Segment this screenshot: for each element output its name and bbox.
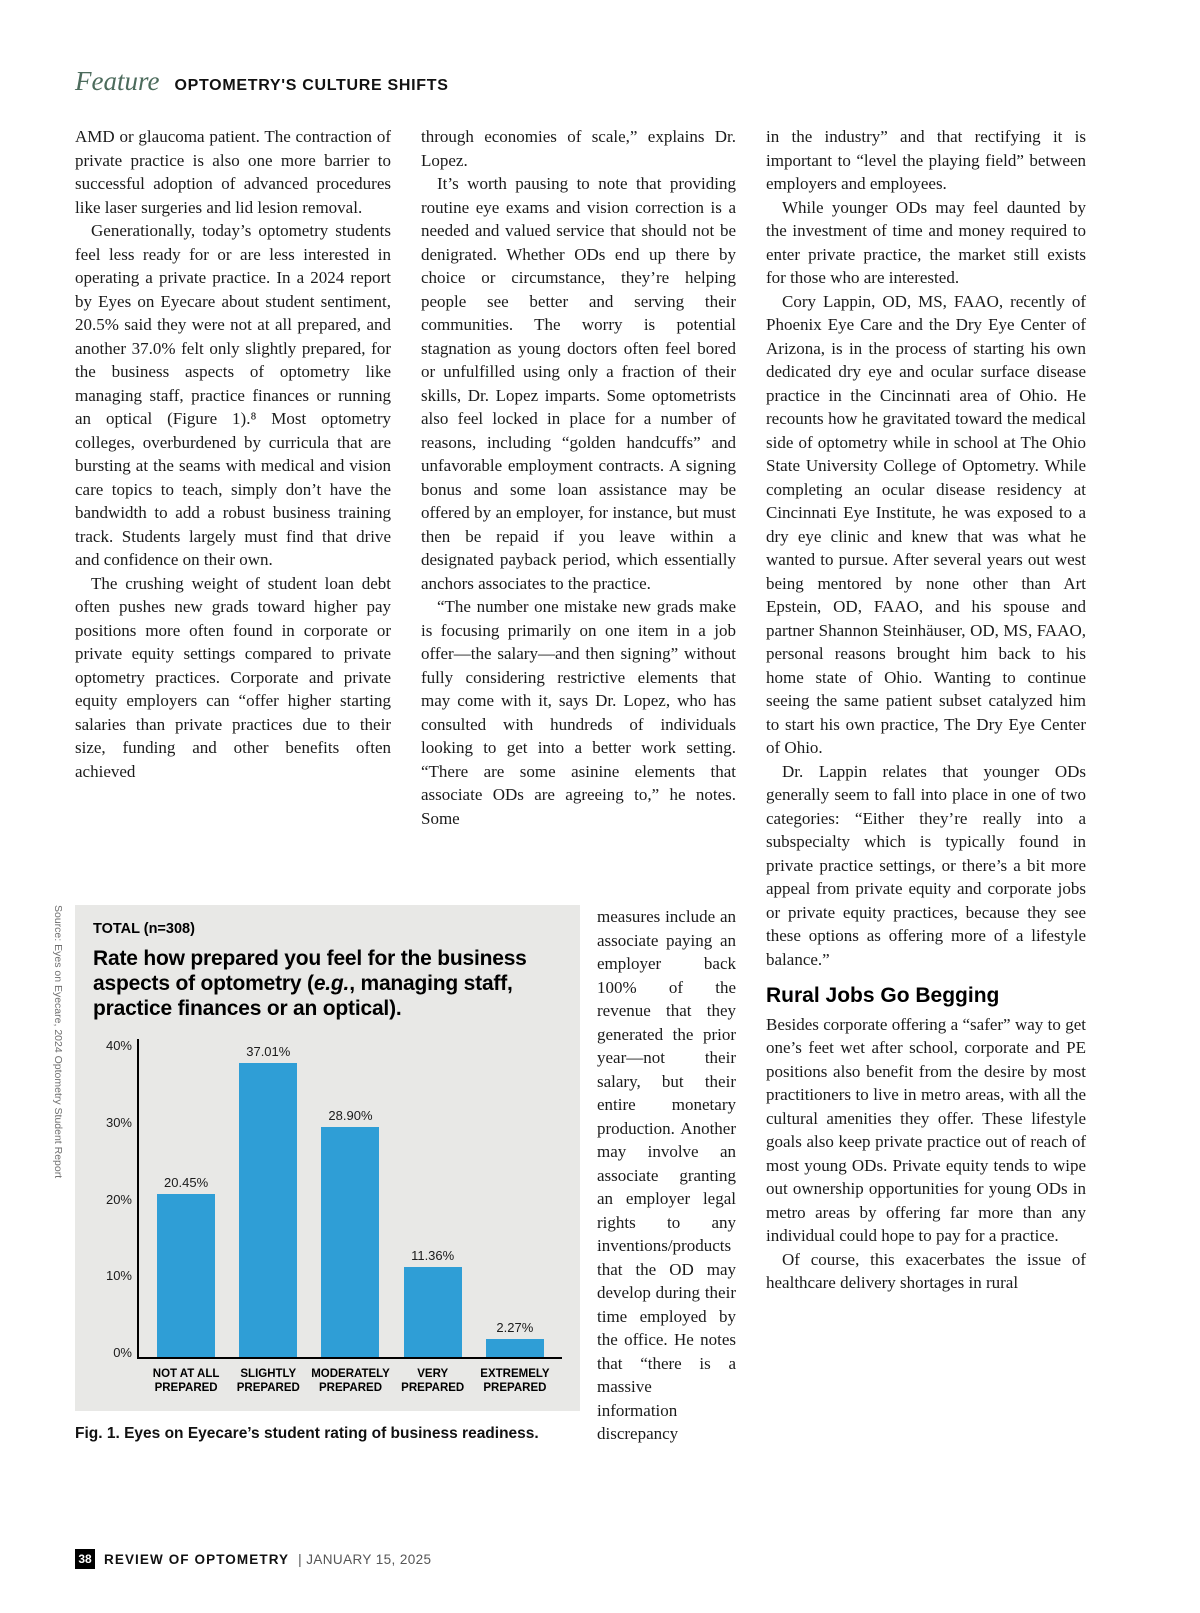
- column-2: through economies of scale,” explains Dr…: [421, 125, 736, 830]
- bar-not-at-all-prepared: [157, 1194, 216, 1357]
- body-paragraph: Generationally, today’s optometry studen…: [75, 221, 391, 569]
- chart-title: Rate how prepared you feel for the busin…: [93, 946, 562, 1021]
- bar-value-label: 11.36%: [411, 1247, 455, 1263]
- bar-moderately-prepared: [321, 1127, 380, 1357]
- body-paragraph: Dr. Lappin relates that younger ODs gene…: [766, 761, 1086, 969]
- bar-group: 2.27%: [485, 1039, 544, 1357]
- bar-value-label: 28.90%: [328, 1108, 373, 1124]
- bar-extremely-prepared: [485, 1338, 544, 1357]
- magazine-name: REVIEW OF OPTOMETRY: [104, 1551, 290, 1567]
- chart-y-axis: 40% 30% 20% 10% 0%: [93, 1039, 137, 1359]
- chart-plot: 40% 30% 20% 10% 0% 20.45% 37.01%: [93, 1039, 562, 1359]
- bar-group: 28.90%: [321, 1039, 380, 1357]
- body-paragraph: Besides corporate offering a “safer” way…: [766, 1014, 1086, 1246]
- chart-box: TOTAL (n=308) Rate how prepared you feel…: [75, 905, 580, 1411]
- page-number-badge: 38: [75, 1549, 95, 1569]
- chart-total-label: TOTAL (n=308): [93, 921, 195, 937]
- body-paragraph: “The number one mistake new grads make i…: [421, 597, 736, 828]
- body-paragraph: While younger ODs may feel daunted by th…: [766, 197, 1086, 288]
- issue-date: | JANUARY 15, 2025: [298, 1551, 432, 1567]
- x-axis-label: NOT AT ALL PREPARED: [152, 1368, 220, 1394]
- body-paragraph: through economies of scale,” explains Dr…: [421, 127, 736, 170]
- body-paragraph: Of course, this exacerbates the issue of…: [766, 1249, 1086, 1293]
- chart-title-text: Rate how prepared you feel for the busin…: [93, 947, 527, 995]
- bar-value-label: 37.01%: [246, 1043, 291, 1059]
- figure-1: TOTAL (n=308) Rate how prepared you feel…: [75, 905, 580, 1443]
- column-1: AMD or glaucoma patient. The contraction…: [75, 125, 391, 783]
- chart-bars-area: 20.45% 37.01% 28.90% 11.36%: [137, 1039, 562, 1359]
- x-axis-label: VERY PREPARED: [401, 1368, 465, 1394]
- page-header: Feature OPTOMETRY'S CULTURE SHIFTS: [75, 66, 449, 97]
- y-tick-label: 0%: [113, 1345, 132, 1360]
- body-paragraph: It’s worth pausing to note that providin…: [421, 174, 736, 593]
- body-paragraph: Cory Lappin, OD, MS, FAAO, recently of P…: [766, 291, 1086, 758]
- body-paragraph: in the industry” and that rectifying it …: [766, 127, 1086, 193]
- bar-very-prepared: [403, 1266, 462, 1357]
- figure-caption: Fig. 1. Eyes on Eyecare’s student rating…: [75, 1425, 539, 1442]
- feature-label: Feature: [75, 66, 160, 96]
- y-tick-label: 30%: [105, 1114, 132, 1130]
- x-axis-label: EXTREMELY PREPARED: [480, 1368, 550, 1394]
- column-2-narrow: measures include an associate paying an …: [597, 905, 736, 1446]
- x-axis-label: SLIGHTLY PREPARED: [236, 1368, 300, 1394]
- body-paragraph: measures include an associate paying an …: [597, 907, 736, 1443]
- x-axis-label: MODERATELY PREPARED: [311, 1368, 390, 1394]
- y-tick-label: 20%: [105, 1191, 132, 1207]
- body-paragraph: AMD or glaucoma patient. The contraction…: [75, 127, 391, 217]
- figure-source-note: Source: Eyes on Eyecare, 2024 Optometry …: [52, 905, 64, 1179]
- chart-title-text: , managing staff, practice finances or a…: [93, 972, 513, 1020]
- bar-slightly-prepared: [239, 1062, 298, 1357]
- chart-x-axis: NOT AT ALL PREPARED SLIGHTLY PREPARED MO…: [139, 1359, 562, 1395]
- bar-group: 20.45%: [157, 1039, 216, 1357]
- section-heading-rural-jobs: Rural Jobs Go Begging: [766, 984, 1000, 1007]
- y-tick-label: 10%: [105, 1268, 132, 1284]
- bar-group: 11.36%: [403, 1039, 462, 1357]
- chart-title-italic: e.g.: [313, 972, 350, 995]
- bar-value-label: 2.27%: [496, 1319, 534, 1335]
- column-3: in the industry” and that rectifying it …: [766, 125, 1086, 1295]
- y-tick-label: 40%: [105, 1038, 132, 1053]
- bar-group: 37.01%: [239, 1039, 298, 1357]
- page-footer: 38 REVIEW OF OPTOMETRY | JANUARY 15, 202…: [75, 1549, 431, 1569]
- body-paragraph: The crushing weight of student loan debt…: [75, 573, 391, 781]
- article-title: OPTOMETRY'S CULTURE SHIFTS: [174, 77, 449, 94]
- bar-value-label: 20.45%: [164, 1175, 209, 1191]
